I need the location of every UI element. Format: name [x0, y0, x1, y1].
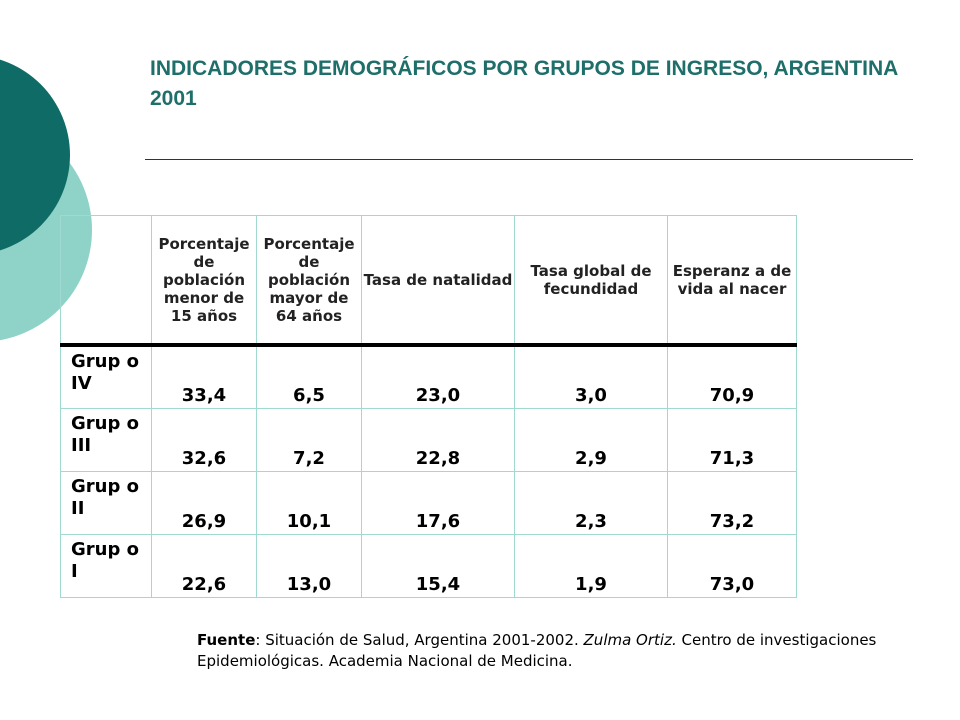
cell-value: 70,9	[667, 344, 797, 409]
cell-value: 73,0	[667, 533, 797, 598]
cell-value: 15,4	[361, 533, 515, 598]
corner-cell	[60, 215, 152, 347]
cell-value: 3,0	[514, 344, 668, 409]
table-row: Grup o II 26,9 10,1 17,6 2,3 73,2	[60, 470, 797, 535]
cell-value: 26,9	[151, 470, 257, 535]
cell-value: 23,0	[361, 344, 515, 409]
cell-value: 1,9	[514, 533, 668, 598]
cell-value: 6,5	[256, 344, 362, 409]
source-institution: Centro de investigaciones Epidemiológica…	[197, 631, 877, 670]
dark-circle	[0, 59, 70, 251]
col-header-fertility: Tasa global de fecundidad	[514, 215, 668, 347]
title-divider	[145, 159, 913, 160]
col-header-life-expectancy: Esperanz a de vida al nacer	[667, 215, 797, 347]
slide-title: INDICADORES DEMOGRÁFICOS POR GRUPOS DE I…	[150, 57, 898, 110]
table-row: Grup o IV 33,4 6,5 23,0 3,0 70,9	[60, 344, 797, 409]
indicators-table: Porcentaje de población menor de 15 años…	[60, 215, 797, 598]
cell-value: 2,9	[514, 407, 668, 472]
cell-value: 17,6	[361, 470, 515, 535]
cell-value: 22,8	[361, 407, 515, 472]
cell-value: 33,4	[151, 344, 257, 409]
cell-value: 10,1	[256, 470, 362, 535]
cell-value: 7,2	[256, 407, 362, 472]
row-label: Grup o II	[60, 470, 152, 535]
row-label: Grup o IV	[60, 344, 152, 409]
source-author: Zulma Ortiz.	[583, 631, 677, 649]
col-header-birth-rate: Tasa de natalidad	[361, 215, 515, 347]
table-row: Grup o I 22,6 13,0 15,4 1,9 73,0	[60, 533, 797, 598]
col-header-over64: Porcentaje de población mayor de 64 años	[256, 215, 362, 347]
cell-value: 32,6	[151, 407, 257, 472]
cell-value: 2,3	[514, 470, 668, 535]
row-label: Grup o I	[60, 533, 152, 598]
cell-value: 71,3	[667, 407, 797, 472]
source-text: : Situación de Salud, Argentina 2001-200…	[255, 631, 584, 649]
source-label: Fuente	[197, 631, 256, 649]
source-note: Fuente: Situación de Salud, Argentina 20…	[197, 630, 877, 672]
row-label: Grup o III	[60, 407, 152, 472]
col-header-under15: Porcentaje de población menor de 15 años	[151, 215, 257, 347]
cell-value: 73,2	[667, 470, 797, 535]
table-row: Grup o III 32,6 7,2 22,8 2,9 71,3	[60, 407, 797, 472]
cell-value: 13,0	[256, 533, 362, 598]
cell-value: 22,6	[151, 533, 257, 598]
header-row: Porcentaje de población menor de 15 años…	[60, 215, 797, 347]
